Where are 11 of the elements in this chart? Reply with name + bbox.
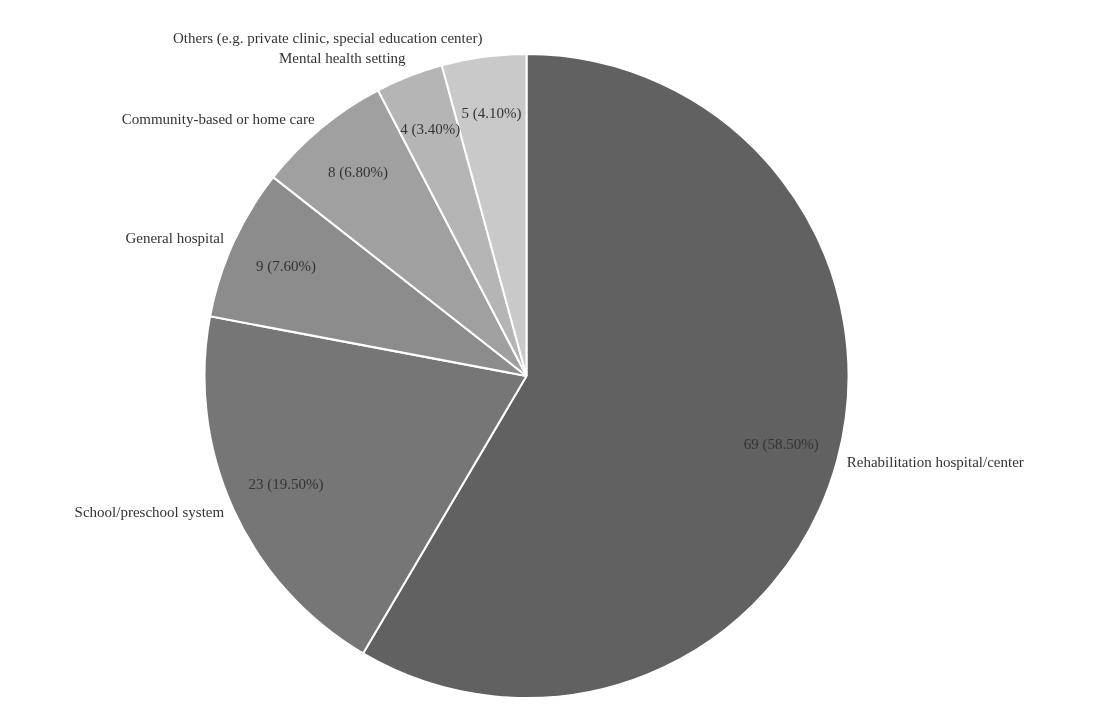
slice-label: Mental health setting <box>278 50 407 67</box>
data-label: 8 (6.80%) <box>327 163 388 181</box>
data-label: 9 (7.60%) <box>256 257 317 275</box>
data-label: 4 (3.40%) <box>400 121 461 139</box>
slice-label: Rehabilitation hospital/center <box>846 454 1024 471</box>
slice-label: School/preschool system <box>74 504 225 521</box>
data-label: 23 (19.50%) <box>248 476 324 494</box>
slice-label: Community-based or home care <box>121 111 315 128</box>
slice-label: Others (e.g. private clinic, special education center) <box>172 30 483 48</box>
data-label: 5 (4.10%) <box>461 105 522 123</box>
slice-label: General hospital <box>125 229 225 246</box>
